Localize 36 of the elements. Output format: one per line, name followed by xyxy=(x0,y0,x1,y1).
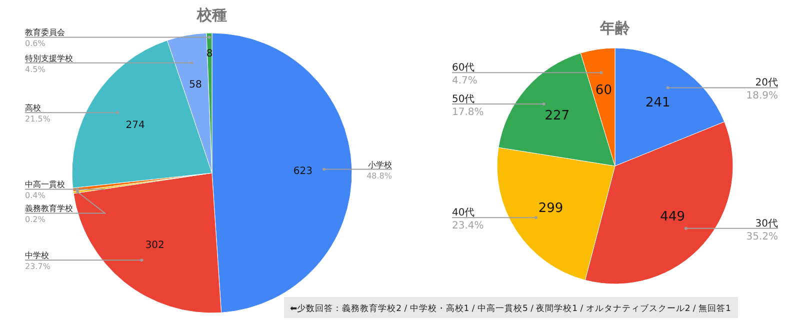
data-label: 60 xyxy=(595,83,612,98)
slice-label: 50代 xyxy=(452,94,475,106)
slice-label: 義務教育学校 xyxy=(25,204,73,214)
text: 0.2% xyxy=(25,215,46,224)
slice-label: 高校 xyxy=(25,104,41,113)
text: 0.6% xyxy=(25,39,46,48)
text: 48.8% xyxy=(366,171,392,180)
chart-title: 年齢 xyxy=(599,19,631,37)
text: 23.4% xyxy=(452,220,484,232)
text: 21.5% xyxy=(25,114,50,124)
slice-label: 教育委員会 xyxy=(25,28,65,38)
chart-title: 校種 xyxy=(196,6,227,24)
data-label: 302 xyxy=(145,240,164,251)
data-label: 449 xyxy=(660,210,686,225)
text: 0.4% xyxy=(25,191,46,200)
data-label: 227 xyxy=(544,108,570,124)
text: ⬅少数回答：義務教育学校2 / 中学校・高校1 / 中高一貫校5 / 夜間学校1 / オルタナティブスクール2 / 無回答1 xyxy=(290,303,731,314)
data-label: 623 xyxy=(293,166,312,177)
text: 17.8% xyxy=(452,107,484,118)
slice-label: 60代 xyxy=(452,62,475,74)
slice-label: 20代 xyxy=(755,78,778,89)
slice-label: 30代 xyxy=(755,218,778,230)
text: 35.2% xyxy=(746,231,778,242)
slice-label: 40代 xyxy=(452,208,475,219)
slice-label: 小学校 xyxy=(368,160,392,170)
text: 4.5% xyxy=(25,64,46,74)
text: 18.9% xyxy=(746,90,778,102)
data-label: 241 xyxy=(645,95,670,110)
slice-label: 中高一貫校 xyxy=(25,180,65,190)
slice-label: 特別支援学校 xyxy=(25,54,73,63)
slice-label: 中学校 xyxy=(25,251,49,260)
data-label: 58 xyxy=(189,80,202,91)
text: 23.7% xyxy=(25,262,50,272)
text: 4.7% xyxy=(452,76,478,87)
data-label: 299 xyxy=(538,200,564,216)
data-label: 274 xyxy=(126,120,145,131)
